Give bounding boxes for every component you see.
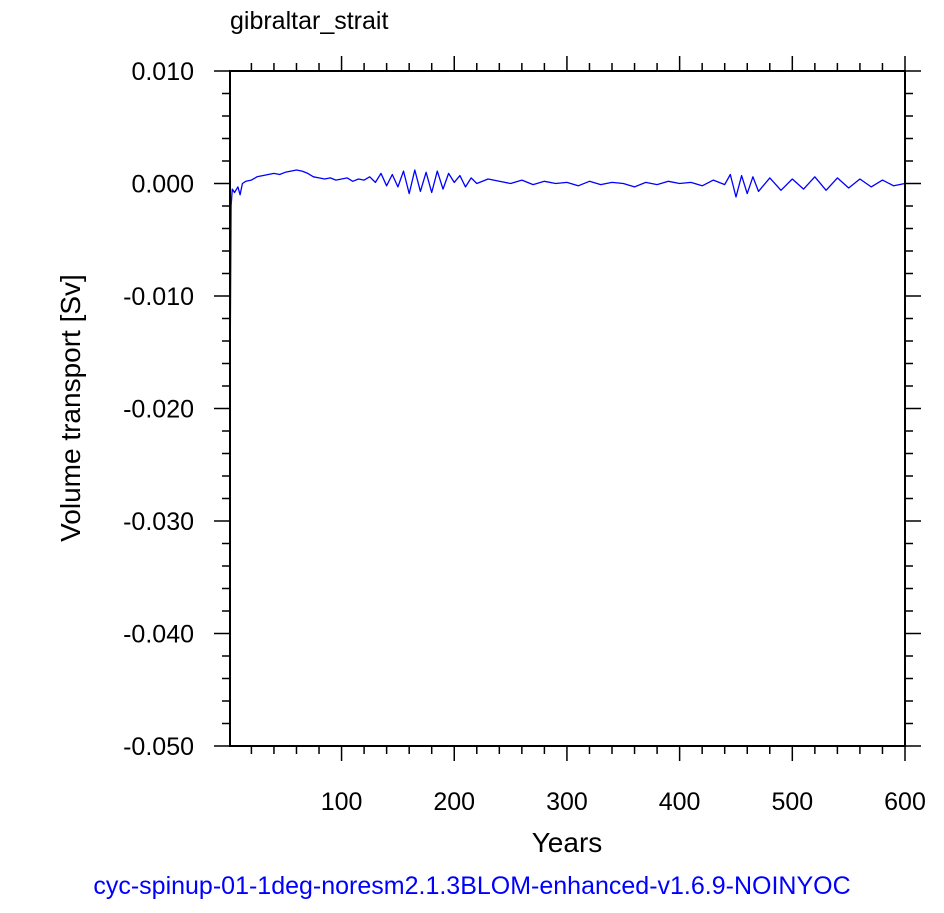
- axis-tick-labels: 100 200 300 400 500 600 0.010 0.000 -0.010 -0.020…: [123, 58, 926, 816]
- x-tick-label: 300: [546, 788, 588, 816]
- y-tick-label: -0.050: [123, 733, 194, 761]
- plot-frame: [229, 70, 906, 747]
- y-tick-label: -0.030: [123, 508, 194, 536]
- y-tick-label: -0.040: [123, 621, 194, 649]
- y-tick-label: 0.010: [131, 58, 194, 86]
- x-tick-label: 500: [771, 788, 813, 816]
- x-tick-label: 100: [321, 788, 363, 816]
- y-axis-label: Volume transport [Sv]: [55, 274, 86, 542]
- axis-ticks: [214, 56, 921, 761]
- x-tick-label: 600: [884, 788, 926, 816]
- x-axis-label: Years: [532, 827, 603, 858]
- x-tick-label: 200: [433, 788, 475, 816]
- chart: gibraltar_strait 100 200 300 400 500 600 0.010…: [55, 7, 926, 858]
- y-tick-label: -0.020: [123, 396, 194, 424]
- y-tick-label: -0.010: [123, 283, 194, 311]
- caption: cyc-spinup-01-1deg-noresm2.1.3BLOM-enhan…: [93, 872, 851, 900]
- x-tick-label: 400: [659, 788, 701, 816]
- series-line: [229, 169, 906, 387]
- y-tick-label: 0.000: [131, 171, 194, 199]
- chart-title: gibraltar_strait: [230, 7, 388, 35]
